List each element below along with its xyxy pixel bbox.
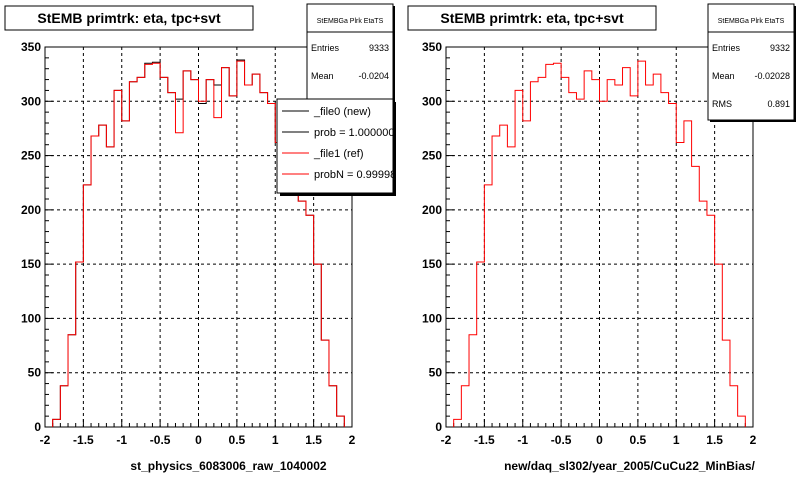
x-tick-label: 0.5	[630, 433, 647, 447]
stats-mean-value: -0.0204	[358, 71, 389, 81]
y-tick-label: 200	[422, 203, 442, 217]
x-tick-label: -1.5	[474, 433, 495, 447]
x-tick-label: 2	[349, 433, 356, 447]
legend-entry-label: prob = 1.000000	[314, 127, 394, 139]
x-tick-label: 1	[673, 433, 680, 447]
y-tick-label: 200	[21, 203, 41, 217]
y-tick-label: 300	[21, 94, 41, 108]
x-tick-label: -0.5	[150, 433, 171, 447]
x-tick-label: 0.5	[229, 433, 246, 447]
y-tick-label: 100	[422, 311, 442, 325]
stats-entries-label: Entries	[712, 43, 741, 53]
legend-entry-label: _file1 (ref)	[313, 148, 364, 160]
stats-title: StEMBGa Plrk EtaTS	[317, 18, 384, 25]
legend-entry-label: _file0 (new)	[313, 106, 371, 118]
chart-title: StEMB primtrk: eta, tpc+svt	[440, 10, 624, 26]
stats-mean-label: Mean	[712, 71, 735, 81]
y-tick-label: 150	[21, 257, 41, 271]
y-tick-label: 300	[422, 94, 442, 108]
x-tick-label: -1	[517, 433, 528, 447]
x-tick-label: 1.5	[706, 433, 723, 447]
y-tick-label: 250	[21, 149, 41, 163]
stats-entries-value: 9332	[770, 43, 790, 53]
stats-entries-label: Entries	[311, 43, 340, 53]
legend-entry-label: probN = 0.99998	[314, 169, 396, 181]
x-tick-label: 0	[195, 433, 202, 447]
x-axis-label: st_physics_6083006_raw_1040002	[130, 459, 326, 473]
stats-rms-label: RMS	[712, 99, 732, 109]
legend-box	[276, 98, 394, 194]
stats-mean-label: Mean	[311, 71, 334, 81]
y-tick-label: 50	[28, 366, 42, 380]
y-tick-label: 0	[34, 420, 41, 434]
y-tick-label: 350	[422, 40, 442, 54]
x-tick-label: 1	[272, 433, 279, 447]
stats-entries-value: 9333	[369, 43, 389, 53]
x-tick-label: -2	[441, 433, 452, 447]
x-tick-label: 0	[596, 433, 603, 447]
x-tick-label: 2	[750, 433, 757, 447]
chart-panel-2: -2 -1.5 -1 -0.5 0 0.5 1 1.5 2 0 50 100 150 200 250 300 3…	[407, 3, 796, 473]
plot-frame	[445, 46, 754, 428]
title-box	[4, 5, 254, 31]
y-tick-label: 50	[429, 366, 443, 380]
title-box	[407, 5, 657, 31]
x-tick-label: -0.5	[551, 433, 572, 447]
x-tick-label: -2	[40, 433, 51, 447]
stats-title: StEMBGa Plrk EtaTS	[718, 18, 785, 25]
stats-mean-value: -0.02028	[754, 71, 790, 81]
y-tick-label: 0	[435, 420, 442, 434]
y-tick-label: 350	[21, 40, 41, 54]
x-tick-label: -1.5	[73, 433, 94, 447]
chart-title: StEMB primtrk: eta, tpc+svt	[37, 10, 221, 26]
stats-rms-value: 0.891	[767, 99, 790, 109]
chart-panel-1: -2 -1.5 -1 -0.5 0 0.5 1 1.5 2 0 50 100 150 200 250 300 3…	[4, 3, 396, 473]
stats-box	[707, 3, 795, 121]
y-tick-label: 150	[422, 257, 442, 271]
series-line-1	[453, 60, 746, 427]
y-tick-label: 100	[21, 311, 41, 325]
x-tick-label: 1.5	[305, 433, 322, 447]
y-tick-label: 250	[422, 149, 442, 163]
x-tick-label: -1	[116, 433, 127, 447]
x-axis-label: new/daq_sl302/year_2005/CuCu22_MinBias/	[504, 459, 755, 473]
